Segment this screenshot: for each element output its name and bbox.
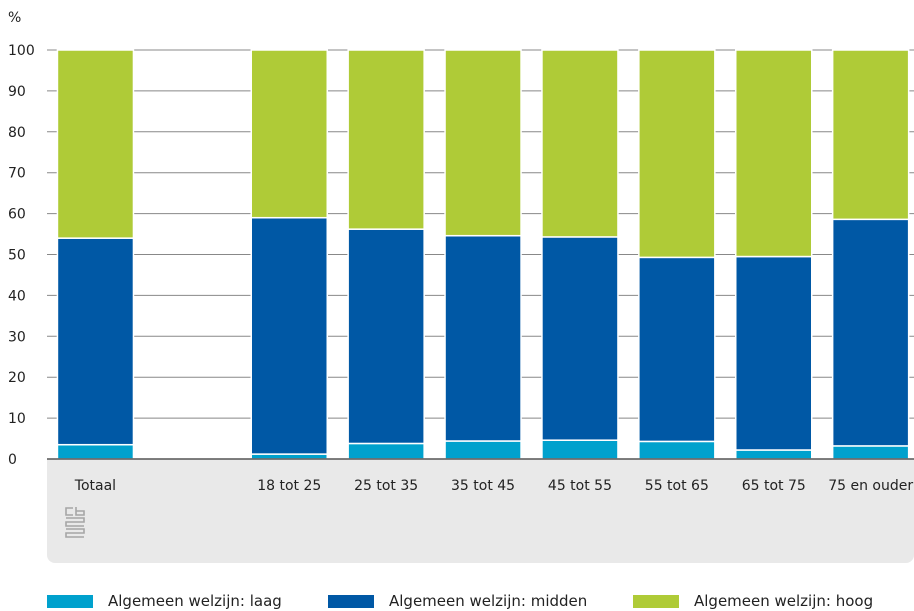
bar-segment bbox=[831, 218, 910, 447]
bar-segment bbox=[347, 49, 425, 230]
bar-segment bbox=[444, 49, 522, 237]
y-tick-label: 10 bbox=[8, 411, 26, 427]
y-axis-label: % bbox=[8, 10, 21, 26]
y-tick-label: 60 bbox=[8, 207, 26, 223]
x-tick-label: 18 tot 25 bbox=[257, 478, 321, 494]
bar-segment bbox=[56, 237, 135, 446]
bar-segment bbox=[541, 439, 619, 460]
y-tick-label: 20 bbox=[8, 370, 26, 386]
legend-item-laag: Algemeen welzijn: laag bbox=[47, 592, 282, 610]
legend-label-midden: Algemeen welzijn: midden bbox=[389, 592, 588, 610]
bar-segment bbox=[831, 49, 910, 221]
x-tick-label: 35 tot 45 bbox=[451, 478, 515, 494]
legend-swatch-hoog bbox=[633, 594, 679, 608]
y-tick-label: 40 bbox=[8, 288, 26, 304]
legend-swatch-laag bbox=[47, 594, 93, 608]
x-tick-label: 25 tot 35 bbox=[354, 478, 418, 494]
bar-segment bbox=[347, 442, 425, 460]
bars bbox=[56, 49, 910, 460]
legend-label-hoog: Algemeen welzijn: hoog bbox=[694, 592, 874, 610]
stacked-bar-chart: % 0 10 20 30 40 50 60 70 80 90 100 Totaal 18 tot 25… bbox=[8, 10, 914, 563]
bar-segment bbox=[735, 49, 813, 258]
bar-segment bbox=[250, 49, 328, 219]
y-tick-label: 30 bbox=[8, 329, 26, 345]
x-tick-label: Totaal bbox=[74, 478, 116, 494]
x-tick-label: 45 tot 55 bbox=[548, 478, 612, 494]
bar-segment bbox=[56, 49, 135, 239]
cbs-logo bbox=[65, 507, 85, 538]
legend: Algemeen welzijn: laag Algemeen welzijn:… bbox=[0, 592, 914, 611]
x-axis-ticks: Totaal 18 tot 25 25 tot 35 35 tot 45 45 tot … bbox=[74, 478, 914, 494]
x-axis-panel bbox=[47, 459, 914, 563]
bar-segment bbox=[541, 49, 619, 238]
y-tick-label: 80 bbox=[8, 125, 26, 141]
x-axis-panel-top bbox=[47, 459, 914, 471]
bar-segment bbox=[347, 228, 425, 445]
bar-segment bbox=[638, 440, 716, 460]
bar-segment bbox=[541, 236, 619, 441]
x-tick-label: 75 en ouder bbox=[828, 478, 913, 494]
y-tick-label: 70 bbox=[8, 166, 26, 182]
bar-segment bbox=[56, 443, 135, 460]
bar-segment bbox=[638, 256, 716, 443]
y-axis-ticks: 0 10 20 30 40 50 60 70 80 90 100 bbox=[8, 43, 35, 468]
y-tick-label: 90 bbox=[8, 84, 26, 100]
legend-item-hoog: Algemeen welzijn: hoog bbox=[633, 592, 873, 610]
legend-item-midden: Algemeen welzijn: midden bbox=[328, 592, 587, 610]
bar-segment bbox=[735, 255, 813, 451]
legend-swatch-midden bbox=[328, 594, 374, 608]
bar-segment bbox=[250, 216, 328, 455]
x-tick-label: 55 tot 65 bbox=[645, 478, 709, 494]
y-tick-label: 100 bbox=[8, 43, 35, 59]
x-tick-label: 65 tot 75 bbox=[742, 478, 806, 494]
y-tick-label: 50 bbox=[8, 248, 26, 264]
legend-label-laag: Algemeen welzijn: laag bbox=[108, 592, 282, 610]
bar-segment bbox=[735, 449, 813, 460]
bar-segment bbox=[444, 440, 522, 460]
bar-segment bbox=[444, 234, 522, 442]
y-tick-label: 0 bbox=[8, 452, 17, 468]
bar-segment bbox=[638, 49, 716, 259]
bar-segment bbox=[831, 445, 910, 460]
